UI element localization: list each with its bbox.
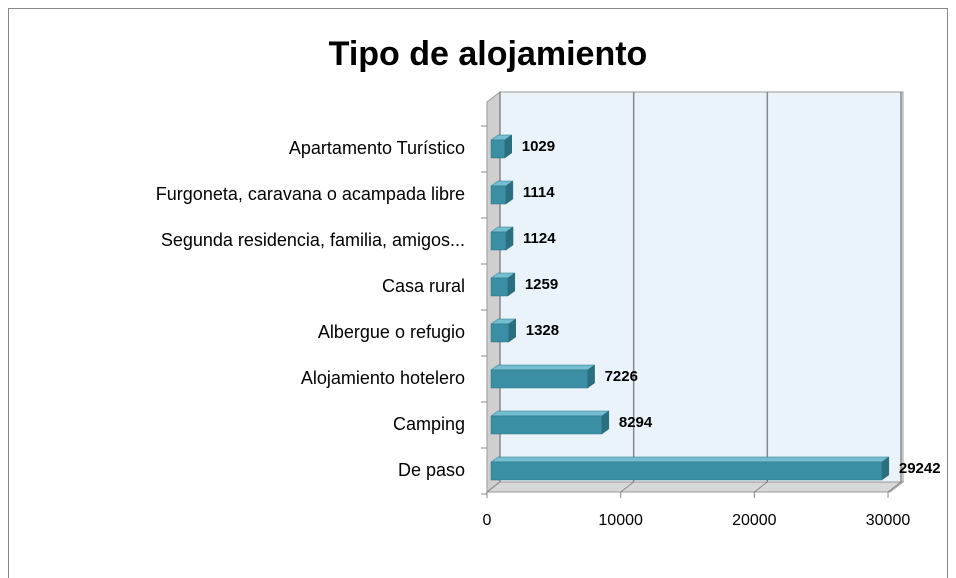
bar: [490, 456, 890, 481]
bar: [490, 364, 596, 389]
chart-title: Tipo de alojamiento: [329, 35, 648, 73]
bar-front: [490, 139, 506, 159]
bar-front: [490, 185, 507, 205]
data-label: 1114: [523, 184, 555, 201]
data-label: 1029: [522, 138, 555, 155]
y-tick-label: Albergue o refugio: [318, 322, 465, 342]
y-tick-label: De paso: [398, 460, 465, 480]
grid-line: [486, 481, 501, 493]
bar-top: [490, 364, 596, 371]
grid-line: [887, 481, 902, 493]
x-tick-label: 30000: [866, 512, 911, 529]
bar: [490, 410, 610, 435]
x-tick-label: 10000: [598, 512, 643, 529]
y-tick-label: Casa rural: [382, 276, 465, 296]
bar-front: [490, 277, 509, 297]
y-tick-label: Furgoneta, caravana o acampada libre: [156, 184, 465, 204]
data-label: 7226: [605, 368, 638, 385]
bar: [490, 318, 517, 343]
y-tick-label: Apartamento Turístico: [289, 138, 465, 158]
data-label: 1259: [525, 276, 558, 293]
y-tick-label: Segunda residencia, familia, amigos...: [161, 230, 465, 250]
bar-top: [490, 456, 890, 463]
floor: [485, 481, 905, 493]
bar: [490, 134, 513, 159]
bar-front: [490, 323, 510, 343]
bar-front: [490, 369, 588, 389]
x-tick-label: 20000: [732, 512, 777, 529]
bar-front: [490, 231, 507, 251]
x-tick-label: 0: [483, 512, 492, 529]
bar-top: [490, 410, 610, 417]
grid-line: [754, 481, 768, 493]
bar-front: [490, 415, 603, 435]
bar: [490, 272, 516, 297]
y-tick-label: Alojamiento hotelero: [301, 368, 465, 388]
data-label: 1124: [523, 230, 556, 247]
data-label: 1328: [526, 322, 559, 339]
bar: [490, 226, 514, 251]
bar-front: [490, 461, 883, 481]
data-label: 29242: [899, 460, 941, 477]
y-tick-label: Camping: [393, 414, 465, 434]
grid-line: [620, 481, 634, 493]
data-label: 8294: [619, 414, 653, 431]
bar: [490, 180, 514, 205]
